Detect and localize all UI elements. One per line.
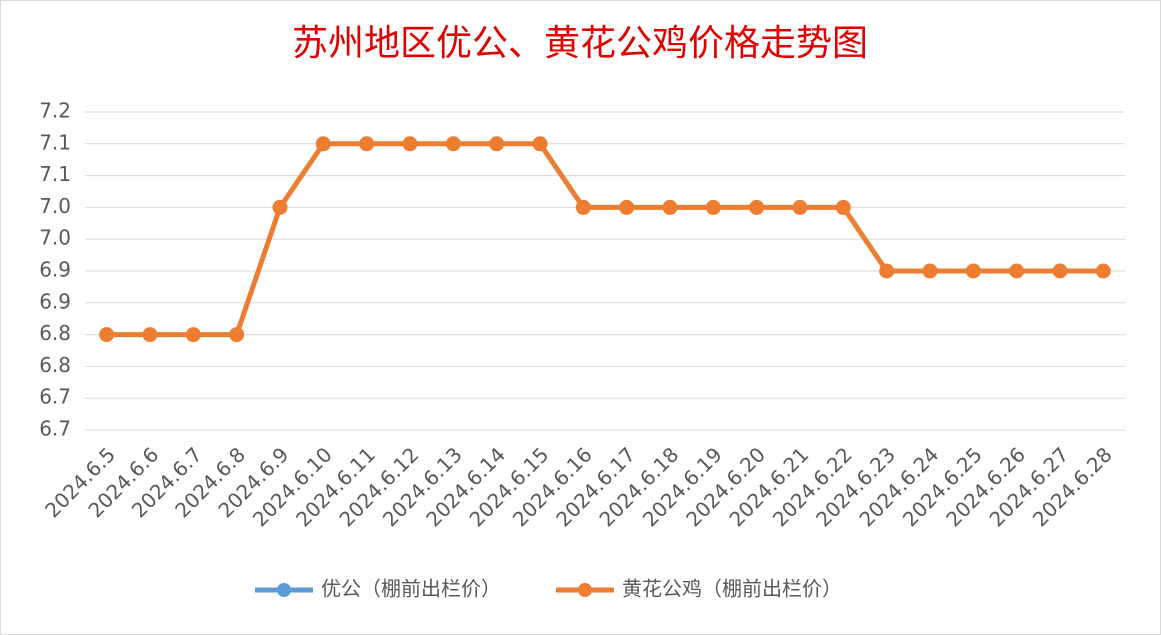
marker xyxy=(315,136,331,152)
marker xyxy=(1095,263,1111,279)
marker xyxy=(99,327,115,343)
marker xyxy=(922,263,938,279)
legend-label: 优公（棚前出栏价） xyxy=(321,577,501,601)
marker xyxy=(272,199,288,215)
marker xyxy=(835,199,851,215)
legend-marker xyxy=(277,583,291,597)
y-tick-label: 7.1 xyxy=(39,162,71,186)
y-tick-label: 7.2 xyxy=(39,99,71,123)
marker xyxy=(229,327,245,343)
y-tick-label: 6.9 xyxy=(39,289,71,313)
legend-label: 黄花公鸡（棚前出栏价） xyxy=(622,577,842,601)
marker xyxy=(185,327,201,343)
marker xyxy=(792,199,808,215)
marker xyxy=(879,263,895,279)
y-tick-label: 7.1 xyxy=(39,130,71,154)
y-tick-label: 7.0 xyxy=(39,194,71,218)
marker xyxy=(662,199,678,215)
legend-marker xyxy=(578,583,592,597)
y-tick-label: 6.7 xyxy=(39,385,71,409)
marker xyxy=(532,136,548,152)
marker xyxy=(142,327,158,343)
marker xyxy=(359,136,375,152)
y-tick-label: 6.7 xyxy=(39,417,71,441)
marker xyxy=(1009,263,1025,279)
marker xyxy=(705,199,721,215)
y-tick-label: 6.8 xyxy=(39,321,71,345)
marker xyxy=(489,136,505,152)
marker xyxy=(1052,263,1068,279)
y-tick-label: 7.0 xyxy=(39,226,71,250)
marker xyxy=(575,199,591,215)
marker xyxy=(445,136,461,152)
marker xyxy=(619,199,635,215)
y-tick-label: 6.8 xyxy=(39,353,71,377)
chart-title: 苏州地区优公、黄花公鸡价格走势图 xyxy=(292,23,868,64)
y-tick-label: 6.9 xyxy=(39,258,71,282)
marker xyxy=(965,263,981,279)
marker xyxy=(749,199,765,215)
marker xyxy=(402,136,418,152)
